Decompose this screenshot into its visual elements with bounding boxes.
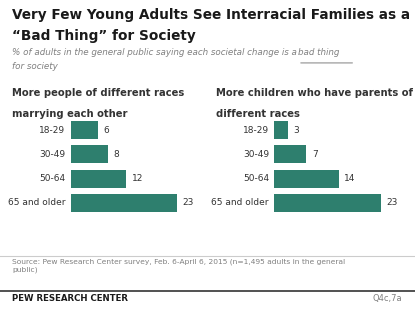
Text: % of adults in the general public saying each societal change is a: % of adults in the general public saying… [12, 48, 300, 57]
Text: 65 and older: 65 and older [8, 198, 66, 207]
Text: 18-29: 18-29 [39, 126, 66, 135]
Bar [71, 121, 98, 139]
Text: 14: 14 [344, 174, 356, 183]
Text: 50-64: 50-64 [39, 174, 66, 183]
Text: 30-49: 30-49 [39, 150, 66, 159]
Text: marrying each other: marrying each other [12, 109, 128, 119]
Text: More children who have parents of: More children who have parents of [216, 88, 413, 98]
Text: 30-49: 30-49 [243, 150, 269, 159]
Text: Very Few Young Adults See Interracial Families as a: Very Few Young Adults See Interracial Fa… [12, 8, 410, 22]
Text: “Bad Thing” for Society: “Bad Thing” for Society [12, 29, 196, 42]
Text: bad thing: bad thing [298, 48, 339, 57]
Text: 3: 3 [293, 126, 299, 135]
Text: different races: different races [216, 109, 300, 119]
Bar [71, 145, 108, 163]
Bar [274, 145, 306, 163]
Text: 8: 8 [113, 150, 119, 159]
Text: 12: 12 [132, 174, 143, 183]
Text: 50-64: 50-64 [243, 174, 269, 183]
Text: 65 and older: 65 and older [211, 198, 269, 207]
Bar [274, 194, 381, 212]
Text: More people of different races: More people of different races [12, 88, 185, 98]
Bar [71, 194, 178, 212]
Bar [274, 170, 339, 188]
Bar [274, 121, 288, 139]
Text: 18-29: 18-29 [243, 126, 269, 135]
Text: 23: 23 [183, 198, 194, 207]
Text: 6: 6 [104, 126, 110, 135]
Bar [71, 170, 126, 188]
Text: 7: 7 [312, 150, 317, 159]
Text: Q4c,7a: Q4c,7a [373, 294, 403, 303]
Text: PEW RESEARCH CENTER: PEW RESEARCH CENTER [12, 294, 129, 303]
Text: Source: Pew Research Center survey, Feb. 6-April 6, 2015 (n=1,495 adults in the : Source: Pew Research Center survey, Feb.… [12, 259, 346, 273]
Text: 23: 23 [386, 198, 398, 207]
Text: for society: for society [12, 62, 58, 71]
